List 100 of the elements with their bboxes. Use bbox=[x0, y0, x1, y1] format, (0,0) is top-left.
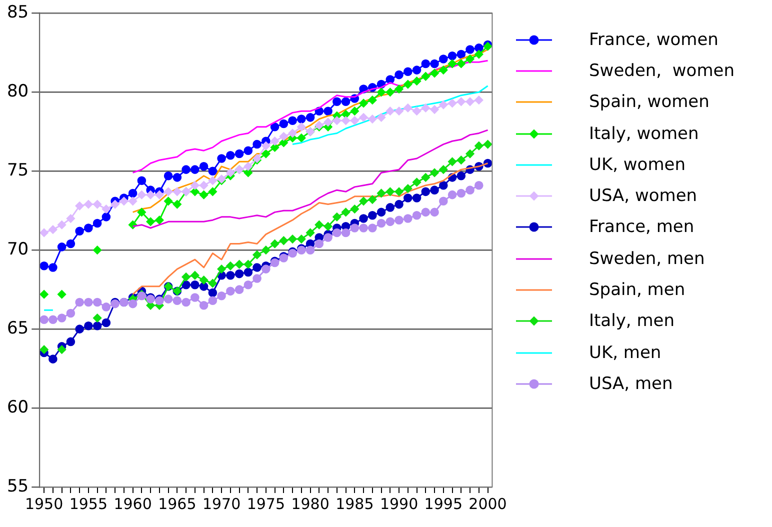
legend-label: Sweden, men bbox=[589, 248, 705, 269]
point bbox=[466, 54, 474, 64]
point bbox=[279, 132, 288, 141]
point bbox=[314, 239, 324, 248]
point bbox=[430, 168, 439, 178]
x-tick-label: 1955 bbox=[69, 494, 108, 513]
point bbox=[270, 122, 280, 132]
point bbox=[466, 45, 474, 54]
x-tick-label: 2000 bbox=[468, 494, 507, 513]
x-tick-label: 1960 bbox=[114, 494, 152, 513]
point bbox=[217, 264, 226, 274]
point bbox=[40, 290, 48, 299]
point bbox=[92, 298, 102, 307]
point bbox=[172, 296, 182, 306]
point bbox=[190, 280, 200, 290]
point bbox=[208, 166, 218, 176]
point bbox=[57, 220, 66, 230]
point bbox=[164, 187, 173, 196]
point bbox=[394, 187, 404, 196]
point bbox=[404, 80, 412, 89]
point bbox=[279, 236, 288, 246]
point bbox=[448, 59, 457, 68]
point bbox=[84, 322, 93, 330]
point bbox=[421, 187, 430, 196]
point bbox=[306, 113, 315, 122]
point bbox=[137, 176, 146, 186]
point bbox=[102, 302, 111, 312]
point bbox=[421, 104, 430, 112]
point bbox=[332, 97, 342, 106]
legend-label: France, men bbox=[589, 217, 694, 238]
legend-label: UK, women bbox=[589, 154, 686, 175]
point bbox=[456, 59, 466, 68]
point bbox=[57, 345, 66, 354]
point bbox=[279, 119, 288, 128]
point bbox=[57, 290, 66, 299]
point bbox=[270, 136, 280, 146]
point bbox=[252, 274, 262, 283]
point bbox=[376, 218, 386, 228]
point bbox=[412, 178, 422, 187]
point bbox=[75, 324, 84, 334]
x-tick-label: 1995 bbox=[424, 494, 462, 513]
point bbox=[252, 263, 262, 272]
point bbox=[128, 299, 138, 308]
point bbox=[182, 165, 190, 174]
point bbox=[84, 200, 93, 209]
point bbox=[439, 165, 448, 174]
legend-label: Sweden, women bbox=[589, 60, 734, 81]
point bbox=[208, 187, 218, 196]
point bbox=[208, 176, 218, 186]
point bbox=[84, 298, 93, 307]
legend-label: Italy, women bbox=[589, 124, 699, 144]
point bbox=[128, 188, 138, 198]
point bbox=[244, 268, 253, 277]
point bbox=[208, 278, 218, 288]
point bbox=[448, 157, 457, 166]
point bbox=[244, 162, 253, 171]
point bbox=[66, 308, 76, 318]
point bbox=[92, 246, 102, 254]
point bbox=[404, 214, 412, 223]
point bbox=[40, 345, 48, 354]
point bbox=[164, 171, 173, 180]
point bbox=[439, 196, 448, 206]
point bbox=[146, 190, 155, 200]
point bbox=[217, 154, 226, 163]
point bbox=[324, 233, 332, 242]
point bbox=[394, 84, 404, 94]
point bbox=[376, 188, 386, 198]
point bbox=[226, 261, 235, 270]
point bbox=[199, 276, 208, 285]
point bbox=[350, 204, 360, 214]
point bbox=[359, 224, 368, 232]
point bbox=[137, 208, 146, 217]
point bbox=[288, 234, 297, 244]
point bbox=[412, 66, 422, 74]
point bbox=[199, 300, 208, 310]
point bbox=[128, 196, 138, 206]
y-tick-label: 55 bbox=[6, 476, 29, 496]
point bbox=[456, 50, 466, 59]
point bbox=[350, 106, 360, 116]
point bbox=[155, 216, 164, 224]
point bbox=[341, 97, 350, 106]
x-tick-label: 1975 bbox=[246, 494, 286, 513]
point bbox=[412, 194, 422, 202]
point bbox=[92, 218, 102, 228]
legend-label: USA, men bbox=[589, 374, 673, 394]
point bbox=[368, 96, 377, 104]
point bbox=[421, 173, 430, 182]
point bbox=[412, 210, 422, 220]
point bbox=[456, 156, 466, 164]
point bbox=[394, 216, 404, 224]
point bbox=[394, 200, 404, 209]
point bbox=[182, 272, 190, 282]
point bbox=[234, 285, 244, 294]
point bbox=[474, 180, 484, 190]
point bbox=[404, 67, 412, 76]
legend-label: USA, women bbox=[589, 186, 698, 206]
point bbox=[448, 51, 457, 60]
point bbox=[386, 88, 395, 97]
point bbox=[226, 168, 235, 178]
point bbox=[376, 113, 386, 122]
